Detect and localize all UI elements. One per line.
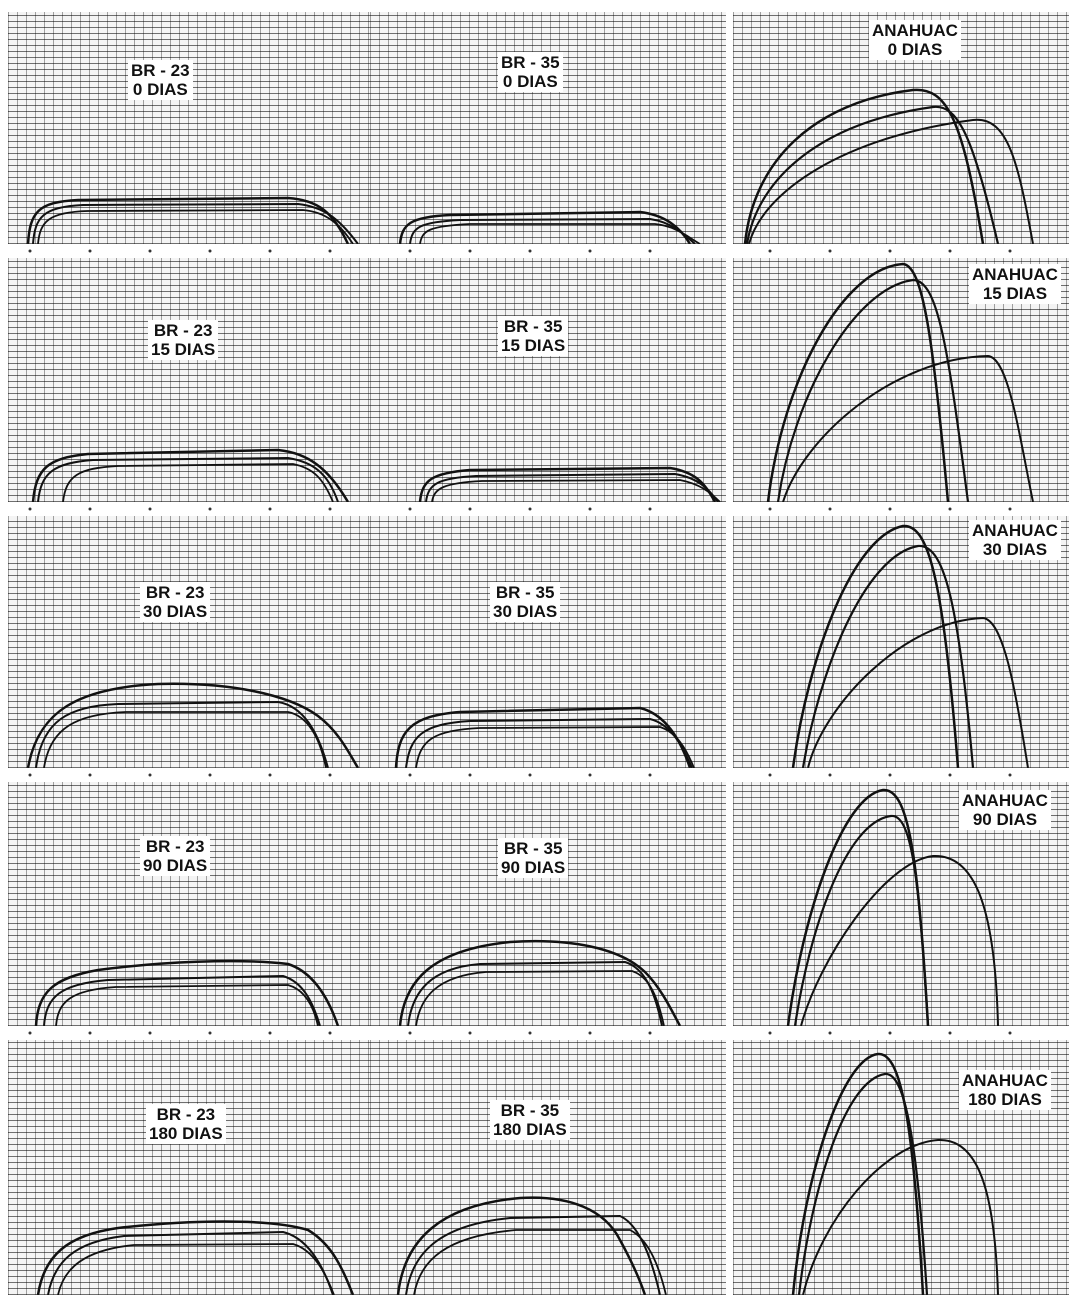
panel-label: ANAHUAC 90 DIAS	[959, 790, 1051, 830]
storage-time: 90 DIAS	[143, 856, 208, 875]
scale-strip	[0, 1026, 1069, 1040]
curve-plot	[418, 466, 721, 502]
panel-label: BR - 23 0 DIAS	[128, 60, 193, 100]
row-180-dias: BR - 23 180 DIAS BR - 35 180 DIAS ANAH	[0, 1040, 1069, 1295]
panel-anahuac-180: ANAHUAC 180 DIAS	[733, 1040, 1069, 1295]
variety-name: BR - 23	[131, 61, 190, 80]
variety-name: BR - 35	[503, 839, 563, 858]
panel-br35-15: BR - 35 15 DIAS	[370, 258, 726, 502]
panel-br23-0: BR - 23 0 DIAS	[8, 12, 370, 244]
curve-plot	[743, 88, 1034, 244]
variety-name: BR - 35	[500, 1101, 560, 1120]
storage-time: 15 DIAS	[151, 340, 216, 359]
variety-name: BR - 35	[495, 583, 555, 602]
panel-label: BR - 35 180 DIAS	[490, 1100, 570, 1140]
curve-plot	[36, 1220, 355, 1295]
storage-time: 15 DIAS	[982, 284, 1048, 303]
curve-plot	[791, 524, 1029, 768]
curve-plot	[394, 706, 695, 768]
variety-name: ANAHUAC	[972, 265, 1058, 284]
row-90-dias: BR - 23 90 DIAS BR - 35 90 DIAS ANAHUA	[0, 782, 1069, 1026]
storage-time: 15 DIAS	[501, 336, 566, 355]
variety-name: BR - 23	[145, 837, 205, 856]
panel-label: BR - 23 15 DIAS	[148, 320, 219, 360]
variety-name: BR - 23	[153, 321, 213, 340]
variety-name: BR - 35	[501, 53, 560, 72]
panel-anahuac-15: ANAHUAC 15 DIAS	[733, 258, 1069, 502]
panel-anahuac-30: ANAHUAC 30 DIAS	[733, 516, 1069, 768]
panel-label: BR - 23 90 DIAS	[140, 836, 211, 876]
panel-label: BR - 23 30 DIAS	[140, 582, 211, 622]
panel-label: ANAHUAC 0 DIAS	[869, 20, 961, 60]
storage-time: 0 DIAS	[132, 80, 188, 99]
panel-label: BR - 35 30 DIAS	[490, 582, 561, 622]
panel-br23-30: BR - 23 30 DIAS	[8, 516, 370, 768]
curve-plot	[786, 788, 999, 1026]
storage-time: 30 DIAS	[493, 602, 558, 621]
panel-label: ANAHUAC 15 DIAS	[969, 264, 1061, 304]
curve-plot	[26, 682, 360, 768]
scale-strip	[0, 244, 1069, 258]
variety-name: BR - 23	[156, 1105, 216, 1124]
panel-br23-15: BR - 23 15 DIAS	[8, 258, 370, 502]
scale-strip	[0, 502, 1069, 516]
storage-time: 30 DIAS	[982, 540, 1048, 559]
storage-time: 90 DIAS	[972, 810, 1038, 829]
curve-plot	[766, 262, 1034, 502]
panel-br35-30: BR - 35 30 DIAS	[370, 516, 726, 768]
panel-br35-90: BR - 35 90 DIAS	[370, 782, 726, 1026]
curve-plot	[398, 210, 701, 244]
panel-label: BR - 35 0 DIAS	[498, 52, 563, 92]
panel-label: BR - 35 15 DIAS	[498, 316, 569, 356]
variety-name: ANAHUAC	[872, 21, 958, 40]
variety-name: ANAHUAC	[962, 791, 1048, 810]
panel-br23-90: BR - 23 90 DIAS	[8, 782, 370, 1026]
variety-name: BR - 35	[503, 317, 563, 336]
storage-time: 0 DIAS	[502, 72, 558, 91]
curve-plot	[34, 959, 340, 1026]
storage-time: 30 DIAS	[143, 602, 208, 621]
curve-plot	[26, 196, 359, 244]
curve-plot	[31, 448, 350, 502]
curve-plot	[396, 1196, 667, 1295]
panel-anahuac-90: ANAHUAC 90 DIAS	[733, 782, 1069, 1026]
curve-plot	[398, 939, 682, 1026]
panel-label: BR - 23 180 DIAS	[146, 1104, 226, 1144]
panel-label: ANAHUAC 180 DIAS	[959, 1070, 1051, 1110]
panel-br23-180: BR - 23 180 DIAS	[8, 1040, 370, 1295]
storage-time: 90 DIAS	[501, 858, 566, 877]
row-30-dias: BR - 23 30 DIAS BR - 35 30 DIAS ANAHUA	[0, 516, 1069, 768]
variety-name: ANAHUAC	[962, 1071, 1048, 1090]
storage-time: 180 DIAS	[968, 1090, 1042, 1109]
storage-time: 180 DIAS	[149, 1124, 223, 1143]
curve-plot	[791, 1052, 999, 1295]
variety-name: BR - 23	[145, 583, 205, 602]
panel-br35-0: BR - 35 0 DIAS	[370, 12, 726, 244]
row-15-dias: BR - 23 15 DIAS BR - 35 15 DIAS ANAHUA	[0, 258, 1069, 502]
scale-strip	[0, 768, 1069, 782]
storage-time: 180 DIAS	[493, 1120, 567, 1139]
variety-name: ANAHUAC	[972, 521, 1058, 540]
storage-time: 0 DIAS	[887, 40, 943, 59]
panel-label: ANAHUAC 30 DIAS	[969, 520, 1061, 560]
panel-anahuac-0: ANAHUAC 0 DIAS	[733, 12, 1069, 244]
panel-br35-180: BR - 35 180 DIAS	[370, 1040, 726, 1295]
row-0-dias: BR - 23 0 DIAS BR - 35 0 DIAS ANAHUAC	[0, 12, 1069, 244]
panel-label: BR - 35 90 DIAS	[498, 838, 569, 878]
